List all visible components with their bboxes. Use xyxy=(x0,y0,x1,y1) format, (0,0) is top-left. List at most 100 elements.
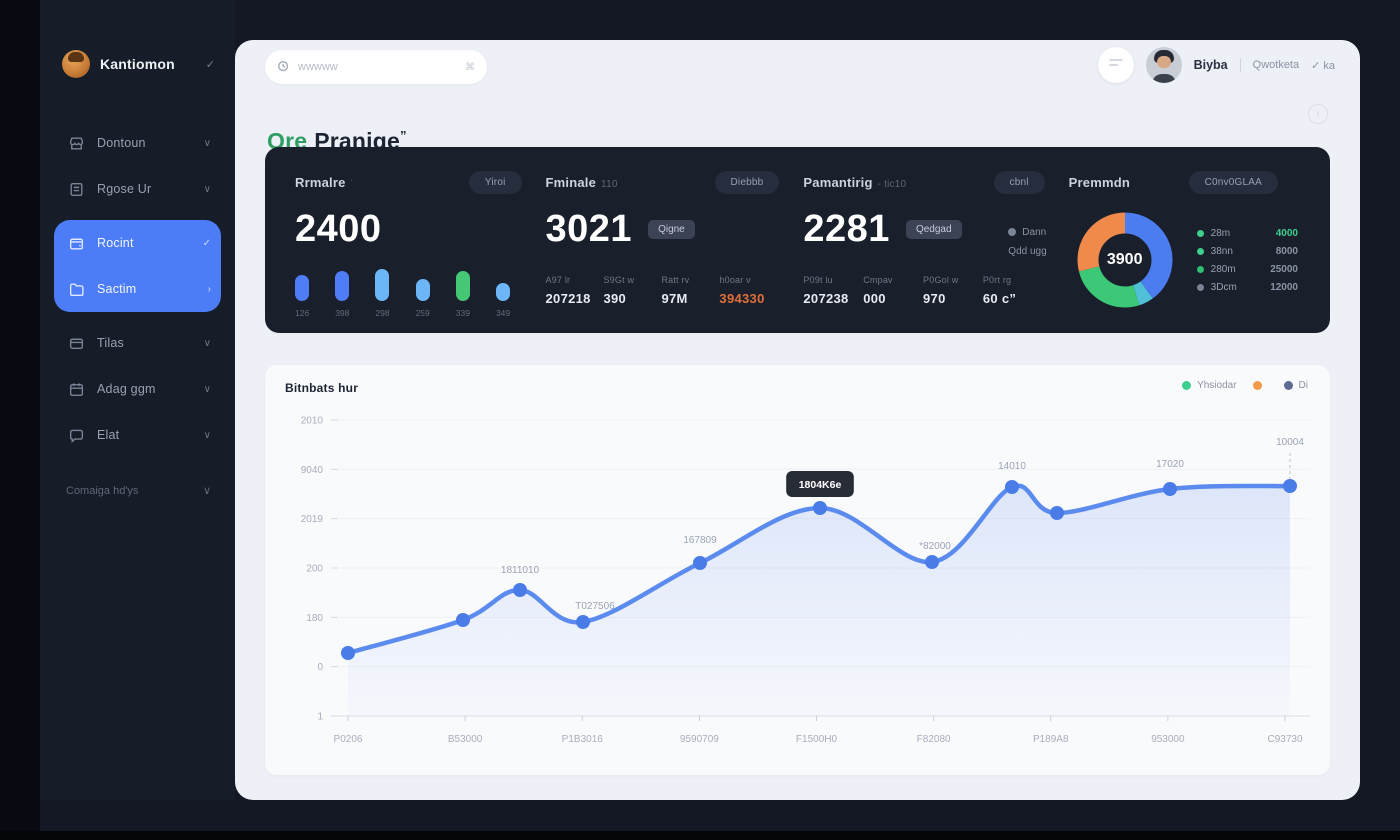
stat-column: P09t lu 207238 xyxy=(803,275,849,306)
donut-center-value: 3900 xyxy=(1106,251,1143,268)
svg-text:1811010: 1811010 xyxy=(501,565,540,576)
stat-column: P0rt rg 60 c” xyxy=(982,275,1017,306)
chat-icon xyxy=(68,427,85,444)
line-chart: 2010 9040 2019 200 180 0 1 P0206 B53000 P1B3016 95… xyxy=(301,416,1310,745)
svg-text:2010: 2010 xyxy=(301,416,324,427)
stat-pill-button[interactable]: Yiroi xyxy=(468,171,522,194)
search-box[interactable]: ⌘ xyxy=(265,50,487,84)
user-role: Qwotketa xyxy=(1252,59,1300,71)
svg-text:P1B3016: P1B3016 xyxy=(562,734,604,745)
svg-text:167809: 167809 xyxy=(683,535,717,546)
svg-text:F1500H0: F1500H0 xyxy=(796,734,838,745)
sidebar-user[interactable]: Kantiomon ✓ xyxy=(40,0,235,78)
chart-legend: Yhsiodar Di xyxy=(1182,380,1308,391)
sidebar-item-label: Rgose Ur xyxy=(97,182,152,196)
chevron-icon: ∨ xyxy=(203,183,211,195)
sidebar-item-dontoun[interactable]: Dontoun ∨ xyxy=(54,120,221,166)
search-input[interactable] xyxy=(298,61,465,73)
chevron-down-icon: ∨ xyxy=(202,485,211,497)
sidebar-footer-label: Comaiga hd'ys xyxy=(66,484,139,497)
legend-dot-icon xyxy=(1196,283,1204,291)
sparkle-icon xyxy=(1108,59,1123,71)
sidebar-item-rocint[interactable]: Rocint ✓ xyxy=(54,220,221,266)
chart-legend-item[interactable]: Yhsiodar xyxy=(1182,380,1237,391)
stat-title: Pamantirig - tic10 xyxy=(803,175,907,190)
divider xyxy=(1239,58,1241,72)
svg-text:953000: 953000 xyxy=(1151,734,1185,745)
sidebar-item-adag-ggm[interactable]: Adag ggm ∨ xyxy=(54,366,221,412)
user-avatar[interactable] xyxy=(1145,47,1182,83)
stat-big-value: 2400 xyxy=(295,208,382,250)
sidebar-footer-item[interactable]: Comaiga hd'ys ∨ xyxy=(40,484,235,498)
chevron-icon: › xyxy=(207,283,211,295)
mini-bar: 259 xyxy=(416,279,430,318)
donut-legend-row: 38nn 8000 xyxy=(1196,246,1298,257)
svg-text:14010: 14010 xyxy=(998,461,1026,472)
chart-legend-item[interactable]: Di xyxy=(1283,380,1308,391)
svg-text:1804K6e: 1804K6e xyxy=(799,479,842,491)
stat-column: Cmpav 000 xyxy=(863,275,893,306)
chart-legend-item[interactable] xyxy=(1252,381,1268,390)
legend-dot-icon xyxy=(1283,381,1293,390)
svg-text:0: 0 xyxy=(317,662,323,673)
svg-text:B53000: B53000 xyxy=(448,734,483,745)
sidebar-item-label: Tilas xyxy=(97,336,124,350)
bottom-edge-strip xyxy=(0,831,1400,840)
stat-section-revenue: Rrmalre ˙ Yiroi 2400 126 398 298 259 339 349 xyxy=(295,171,546,318)
sidebar-item-tilas[interactable]: Tilas ∨ xyxy=(54,320,221,366)
stat-badge[interactable]: Qedgad xyxy=(905,220,962,239)
topbar-circle-button[interactable] xyxy=(1097,47,1134,83)
card-icon xyxy=(68,335,85,352)
folder-icon xyxy=(68,281,85,298)
donut-chart-area: 3900 28m 4000 38nn 8000 280m 25000 3Dcm 12000 xyxy=(1069,204,1302,316)
stat-badge[interactable]: Qigne xyxy=(648,220,695,239)
svg-text:*82000: *82000 xyxy=(919,541,951,552)
stat-columns: A97 lr 207218 S9Gt w 390 Ratt rv 97M h0oar v 39… xyxy=(546,275,804,306)
sidebar-item-rgose-ur[interactable]: Rgose Ur ∨ xyxy=(54,166,221,212)
svg-text:P189A8: P189A8 xyxy=(1033,734,1069,745)
stat-side-note: Dann Qdd ugg xyxy=(1008,227,1047,257)
legend-dot-icon xyxy=(1182,381,1192,390)
sidebar-item-elat[interactable]: Elat ∨ xyxy=(54,412,221,458)
svg-text:17020: 17020 xyxy=(1156,459,1184,470)
sidebar-user-name: Kantiomon xyxy=(100,56,175,72)
sidebar-nav: Dontoun ∨ Rgose Ur ∨ Rocint ✓ Sactim › Tilas ∨ Ada… xyxy=(40,120,235,458)
stat-pill-button[interactable]: C0nv0GLAA xyxy=(1188,171,1278,194)
stat-section-premium: Premmdn C0nv0GLAA 3900 28m 4000 38nn 8000 28… xyxy=(1069,171,1302,315)
sidebar-item-label: Adag ggm xyxy=(97,382,156,396)
stat-section-pending: Pamantirig - tic10 cbnl 2281 Qedgad Dann … xyxy=(803,171,1068,315)
svg-text:1: 1 xyxy=(317,712,323,723)
user-name: Biyba xyxy=(1193,58,1228,72)
bullet-dot-icon xyxy=(1008,228,1017,237)
stat-title: Premmdn xyxy=(1068,175,1131,190)
info-icon[interactable]: i xyxy=(1308,104,1328,124)
mini-bar-chart: 126 398 298 259 339 349 xyxy=(295,269,546,318)
sidebar-avatar xyxy=(62,50,90,78)
document-icon xyxy=(68,181,85,198)
user-status[interactable]: ✓ ka xyxy=(1311,59,1335,72)
stat-column: h0oar v 394330 xyxy=(719,275,765,306)
stat-pill-button[interactable]: Diebbb xyxy=(714,171,780,194)
chevron-icon: ∨ xyxy=(203,137,211,149)
stat-big-value: 3021 xyxy=(545,208,633,250)
svg-text:10004: 10004 xyxy=(1276,437,1304,448)
stat-title: Rrmalre ˙ xyxy=(295,175,355,190)
svg-text:F82080: F82080 xyxy=(917,734,951,745)
svg-text:9590709: 9590709 xyxy=(680,734,719,745)
donut-chart: 3900 xyxy=(1069,204,1181,316)
stat-section-primale: Fminale 110 Diebbb 3021 Qigne A97 lr 20721… xyxy=(546,171,804,315)
sidebar: Kantiomon ✓ Dontoun ∨ Rgose Ur ∨ Rocint ✓ Sact… xyxy=(40,0,235,800)
stat-column: A97 lr 207218 xyxy=(545,275,591,306)
stat-columns: P09t lu 207238 Cmpav 000 P0Gol w 970 P0rt rg 60… xyxy=(803,275,1068,306)
legend-dot-icon xyxy=(1196,247,1204,255)
stat-pill-button[interactable]: cbnl xyxy=(993,171,1045,194)
sidebar-item-label: Dontoun xyxy=(97,136,146,150)
chevron-icon: ∨ xyxy=(203,383,211,395)
chart-title: Bitnbats hur xyxy=(285,381,359,395)
sidebar-item-label: Elat xyxy=(97,428,120,442)
legend-dot-icon xyxy=(1196,229,1204,237)
left-edge-strip xyxy=(0,0,40,840)
sidebar-item-sactim[interactable]: Sactim › xyxy=(54,266,221,312)
